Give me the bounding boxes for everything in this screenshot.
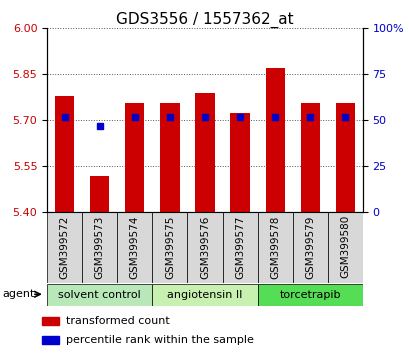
Bar [222, 212, 257, 283]
Bar [257, 212, 292, 283]
Text: percentile rank within the sample: percentile rank within the sample [65, 335, 253, 345]
Text: solvent control: solvent control [58, 290, 141, 300]
Bar [90, 176, 109, 212]
Bar [187, 212, 222, 283]
Bar [265, 68, 284, 212]
Text: transformed count: transformed count [65, 316, 169, 326]
Bar [160, 103, 179, 212]
Bar [82, 212, 117, 283]
Bar [152, 284, 257, 306]
Bar [125, 103, 144, 212]
Text: GSM399572: GSM399572 [60, 215, 70, 279]
Bar [42, 317, 59, 325]
Text: GSM399579: GSM399579 [304, 215, 315, 279]
Title: GDS3556 / 1557362_at: GDS3556 / 1557362_at [116, 12, 293, 28]
Text: GSM399577: GSM399577 [234, 215, 245, 279]
Text: GSM399575: GSM399575 [164, 215, 175, 279]
Text: GSM399576: GSM399576 [200, 215, 209, 279]
Bar [55, 96, 74, 212]
Text: torcetrapib: torcetrapib [279, 290, 340, 300]
Text: GSM399578: GSM399578 [270, 215, 279, 279]
Bar [292, 212, 327, 283]
Text: GSM399574: GSM399574 [130, 215, 139, 279]
Bar [327, 212, 362, 283]
Bar [335, 103, 354, 212]
Bar [42, 336, 59, 344]
Bar [300, 103, 319, 212]
Bar [117, 212, 152, 283]
Text: GSM399573: GSM399573 [94, 215, 105, 279]
Text: angiotensin II: angiotensin II [167, 290, 242, 300]
Text: agent: agent [2, 289, 35, 299]
Bar [230, 113, 249, 212]
Bar [195, 93, 214, 212]
Bar [257, 284, 362, 306]
Bar [152, 212, 187, 283]
Bar [47, 284, 152, 306]
Text: GSM399580: GSM399580 [339, 215, 349, 279]
Bar [47, 212, 82, 283]
